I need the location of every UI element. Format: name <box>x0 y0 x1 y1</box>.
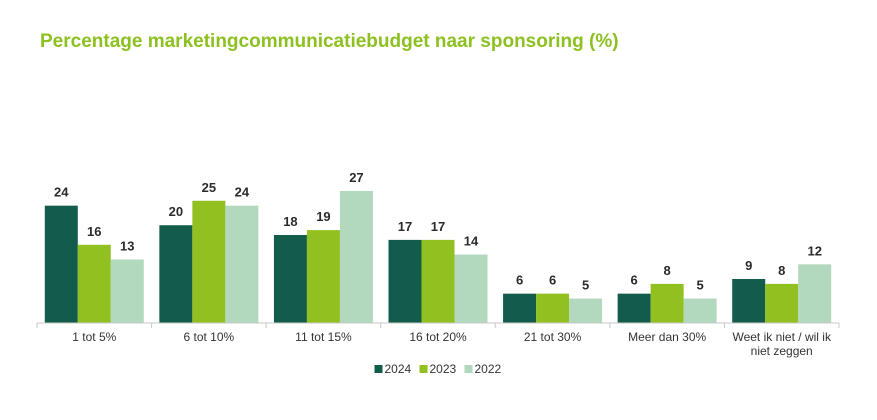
value-label-2023-5: 8 <box>664 263 671 278</box>
value-label-2022-4: 5 <box>582 278 589 293</box>
legend-swatch-2022 <box>464 365 473 373</box>
value-label-2024-2: 18 <box>283 214 297 229</box>
value-label-2023-2: 19 <box>316 209 330 224</box>
bar-2024-6 <box>732 279 766 323</box>
tick-label-5: Meer dan 30% <box>628 330 706 344</box>
bar-2022-3 <box>454 254 488 323</box>
value-label-2022-1: 24 <box>235 185 250 200</box>
legend-swatch-2024 <box>374 365 383 373</box>
value-label-2024-4: 6 <box>516 273 523 288</box>
bar-2023-5 <box>650 283 684 323</box>
bars-group <box>44 191 832 323</box>
tick-label-6: Weet ik niet / wil ik niet zeggen <box>732 330 831 358</box>
value-labels-group: 24 16 13 20 25 24 18 19 27 17 17 14 6 6 5 6 8 5 9 8 12 <box>54 170 822 293</box>
tick-label-3: 16 tot 20% <box>409 330 467 344</box>
bar-2024-3 <box>388 239 422 323</box>
bar-2022-5 <box>683 298 717 323</box>
tick-label-1: 6 tot 10% <box>184 330 235 344</box>
bar-2024-4 <box>503 293 537 323</box>
legend-label-2022: 2022 <box>475 362 502 376</box>
bar-2023-0 <box>77 244 111 323</box>
bar-2024-5 <box>617 293 651 323</box>
bar-2022-4 <box>569 298 603 323</box>
tick-label-2: 11 tot 15% <box>295 330 352 344</box>
bar-2022-6 <box>798 264 832 323</box>
bar-2023-2 <box>306 230 340 323</box>
bar-2022-0 <box>110 259 144 323</box>
bar-2022-1 <box>225 205 259 323</box>
bar-2023-1 <box>192 200 226 323</box>
tick-label-4: 21 tot 30% <box>524 330 582 344</box>
value-label-2022-5: 5 <box>697 278 704 293</box>
bar-2024-1 <box>159 225 193 323</box>
bar-2023-4 <box>536 293 570 323</box>
value-label-2024-1: 20 <box>169 204 183 219</box>
legend-label-2023: 2023 <box>430 362 457 376</box>
tick-label-0: 1 tot 5% <box>72 330 116 344</box>
chart-title: Percentage marketingcommunicatiebudget n… <box>40 31 619 52</box>
value-label-2024-6: 9 <box>745 258 752 273</box>
legend: 2024 2023 2022 <box>374 362 502 376</box>
value-label-2023-0: 16 <box>87 224 101 239</box>
legend-swatch-2023 <box>419 365 428 373</box>
bar-2024-2 <box>273 235 307 323</box>
value-label-2023-1: 25 <box>202 180 216 195</box>
value-label-2024-5: 6 <box>631 273 638 288</box>
value-label-2024-0: 24 <box>54 185 69 200</box>
value-label-2023-6: 8 <box>778 263 785 278</box>
value-label-2022-3: 14 <box>464 234 479 249</box>
value-label-2023-4: 6 <box>549 273 556 288</box>
value-label-2022-2: 27 <box>349 170 363 185</box>
value-label-2022-0: 13 <box>120 238 134 253</box>
x-axis: 1 tot 5% 6 tot 10% 11 tot 15% 16 tot 20% 21 … <box>36 322 840 358</box>
value-label-2023-3: 17 <box>431 219 445 234</box>
value-label-2022-6: 12 <box>807 243 821 258</box>
legend-label-2024: 2024 <box>385 362 412 376</box>
bar-2024-0 <box>44 205 78 323</box>
value-label-2024-3: 17 <box>398 219 412 234</box>
bar-2023-3 <box>421 239 455 323</box>
bar-2023-6 <box>765 283 799 323</box>
bar-2022-2 <box>339 191 373 323</box>
